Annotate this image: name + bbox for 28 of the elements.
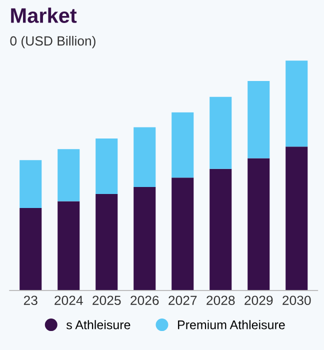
x-tick-label: 2028 [206, 296, 235, 306]
x-tick-label: 23 [24, 296, 38, 306]
bar [20, 208, 42, 290]
x-tick-label: 2026 [130, 296, 159, 306]
bar [96, 138, 118, 194]
bar [96, 194, 118, 290]
bar [286, 146, 308, 290]
bar [134, 187, 156, 290]
bar [58, 149, 80, 202]
bar [172, 112, 194, 178]
x-tick-label: 2024 [54, 296, 83, 306]
bar [210, 96, 232, 169]
chart-subtitle: 0 (USD Billion) [10, 36, 96, 48]
x-tick-label: 2027 [168, 296, 197, 306]
bar [134, 127, 156, 188]
x-tick-label: 2030 [282, 296, 311, 306]
bar [20, 160, 42, 208]
legend-label: s Athleisure [66, 320, 130, 330]
chart-title: Market [11, 8, 77, 23]
bar [210, 168, 232, 290]
bar [172, 178, 194, 290]
x-tick-label: 2029 [244, 296, 273, 306]
bar [248, 158, 270, 290]
x-tick-label: 2025 [92, 296, 121, 306]
legend-label: Premium Athleisure [178, 320, 285, 330]
bar [286, 60, 308, 147]
bar [248, 81, 270, 158]
bar [58, 201, 80, 290]
